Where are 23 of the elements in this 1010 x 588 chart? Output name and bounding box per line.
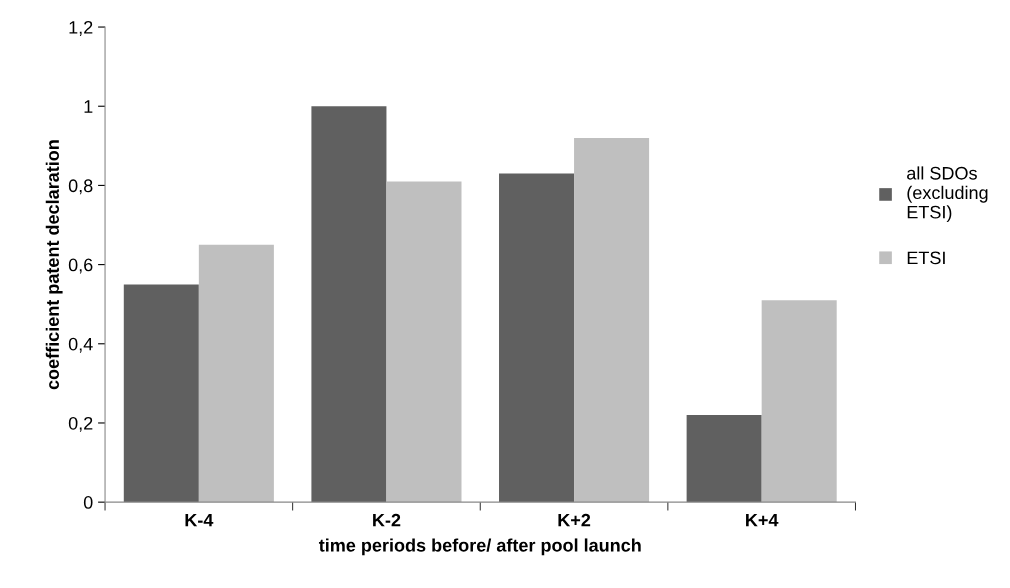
y-tick-label: 0 (83, 496, 93, 509)
y-tick-label: 0,4 (68, 337, 93, 353)
x-tick-label: K-2 (373, 513, 401, 527)
bar (761, 300, 837, 503)
y-tick-label: 0,8 (68, 179, 93, 195)
bar (311, 106, 387, 503)
bar (499, 173, 575, 503)
bar (574, 137, 650, 503)
bar (386, 181, 462, 503)
bar (123, 284, 199, 503)
bar (686, 415, 762, 503)
x-tick-label: K+2 (558, 513, 591, 527)
legend-label: all SDOs (excluding ETSI) (907, 166, 988, 223)
y-tick-label: 0,6 (68, 258, 93, 274)
x-tick-label: K+4 (746, 513, 779, 527)
y-tick-label: 1,2 (69, 20, 93, 36)
y-tick-label: 0,2 (68, 416, 93, 432)
bar (198, 244, 274, 503)
legend-label: ETSI (907, 251, 945, 265)
y-tick-label: 1 (84, 100, 93, 113)
x-tick-label: K-4 (185, 513, 214, 527)
x-axis-title: time periods before/ after pool launch (318, 538, 641, 556)
y-axis-title: coefficient patent declaration (45, 140, 63, 390)
